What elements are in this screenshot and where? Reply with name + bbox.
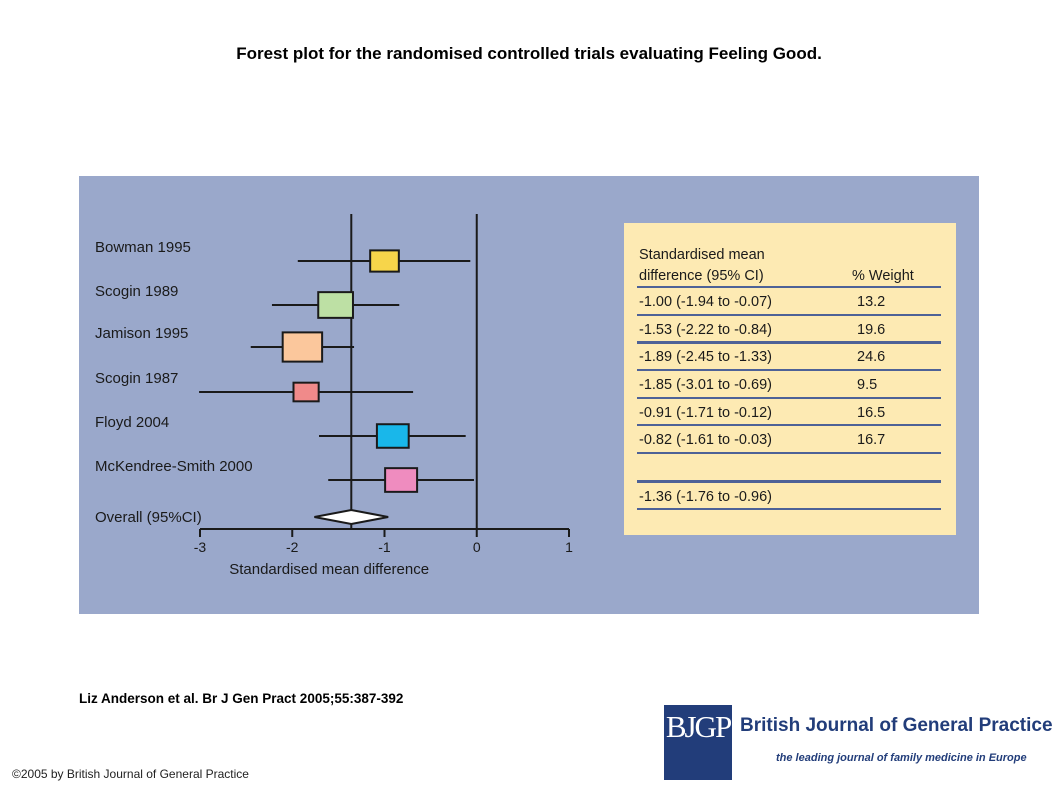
study-label: Jamison 1995 <box>95 325 188 342</box>
weight-value: 13.2 <box>857 294 886 310</box>
x-tick-label: -2 <box>286 539 299 555</box>
table-row: -0.91 (-1.71 to -0.12) 16.5 <box>637 401 941 425</box>
x-tick-label: 0 <box>473 539 481 555</box>
header-smd-line2: difference (95% CI) <box>639 268 764 284</box>
copyright-notice: ©2005 by British Journal of General Prac… <box>12 767 249 781</box>
ci-value: -1.53 (-2.22 to -0.84) <box>639 322 772 338</box>
study-label: Bowman 1995 <box>95 239 191 256</box>
point-estimate-box <box>375 423 410 449</box>
table-row: -0.82 (-1.61 to -0.03) 16.7 <box>637 428 941 452</box>
results-table: Standardised mean difference (95% CI) % … <box>624 223 956 535</box>
journal-tagline: the leading journal of family medicine i… <box>776 752 1027 764</box>
table-rule <box>637 480 941 483</box>
table-row-overall: -1.36 (-1.76 to -0.96) <box>637 485 941 509</box>
weight-value: 16.7 <box>857 432 886 448</box>
table-row: -1.53 (-2.22 to -0.84) 19.6 <box>637 318 941 342</box>
overall-diamond <box>314 508 389 526</box>
overall-label: Overall (95%CI) <box>95 509 202 526</box>
table-row: -1.85 (-3.01 to -0.69) 9.5 <box>637 373 941 397</box>
point-estimate-box <box>369 249 400 273</box>
x-tick-label: -3 <box>194 539 207 555</box>
x-tick-label: -1 <box>378 539 391 555</box>
bjgp-logo-mark: BJGP <box>664 705 732 780</box>
journal-name: British Journal of General Practice <box>740 715 1053 736</box>
table-rule <box>637 314 941 316</box>
point-estimate-box <box>281 331 324 363</box>
table-rule <box>637 424 941 426</box>
point-estimate-box <box>292 381 320 403</box>
table-rule <box>637 452 941 454</box>
study-label: Floyd 2004 <box>95 414 169 431</box>
page-title: Forest plot for the randomised controlle… <box>236 44 822 63</box>
weight-value: 19.6 <box>857 322 886 338</box>
study-label: McKendree-Smith 2000 <box>95 458 253 475</box>
table-row: -1.89 (-2.45 to -1.33) 24.6 <box>637 345 941 369</box>
table-rule <box>637 369 941 371</box>
table-rule <box>637 397 941 399</box>
header-weight: % Weight <box>852 268 914 284</box>
ci-value: -1.00 (-1.94 to -0.07) <box>639 294 772 310</box>
x-tick-label: 1 <box>565 539 573 555</box>
table-rule <box>637 508 941 510</box>
citation: Liz Anderson et al. Br J Gen Pract 2005;… <box>79 691 404 706</box>
ci-value: -1.85 (-3.01 to -0.69) <box>639 377 772 393</box>
weight-value: 9.5 <box>857 377 878 393</box>
forest-plot: Bowman 1995 Scogin 1989 Jamison 1995 Scogin… <box>95 214 573 578</box>
forest-plot-figure: Bowman 1995 Scogin 1989 Jamison 1995 Scogin… <box>79 176 979 614</box>
ci-value: -0.91 (-1.71 to -0.12) <box>639 405 772 421</box>
header-smd-line1: Standardised mean <box>639 247 765 263</box>
x-axis-label: Standardised mean difference <box>229 561 429 578</box>
table-rule <box>637 286 941 288</box>
study-label: Scogin 1989 <box>95 283 178 300</box>
ci-value: -0.82 (-1.61 to -0.03) <box>639 432 772 448</box>
bjgp-logo: BJGP British Journal of General Practice… <box>664 705 1053 780</box>
table-rule <box>637 341 941 344</box>
ci-value: -1.89 (-2.45 to -1.33) <box>639 349 772 365</box>
study-label: Scogin 1987 <box>95 370 178 387</box>
ci-value: -1.36 (-1.76 to -0.96) <box>639 489 772 505</box>
point-estimate-box <box>317 291 354 319</box>
table-row: -1.00 (-1.94 to -0.07) 13.2 <box>637 290 941 314</box>
point-estimate-box <box>384 467 419 493</box>
weight-value: 24.6 <box>857 349 886 365</box>
weight-value: 16.5 <box>857 405 886 421</box>
